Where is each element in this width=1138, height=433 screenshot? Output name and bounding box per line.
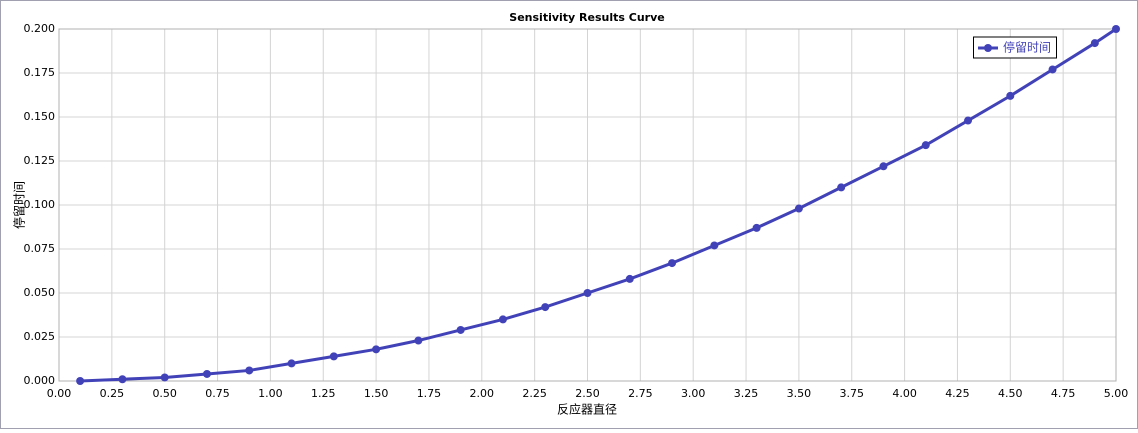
x-tick-label: 1.50 <box>364 387 389 400</box>
data-point <box>76 377 85 385</box>
x-tick-label: 0.25 <box>100 387 125 400</box>
data-point <box>456 325 465 334</box>
x-tick-label: 1.25 <box>311 387 336 400</box>
x-tick-label: 0.00 <box>47 387 72 400</box>
data-point <box>964 116 973 125</box>
x-tick-label: 1.00 <box>258 387 283 400</box>
x-tick-label: 4.25 <box>945 387 970 400</box>
data-point <box>668 259 677 268</box>
data-point <box>1112 25 1120 33</box>
x-tick-label: 2.50 <box>575 387 600 400</box>
x-tick-label: 4.50 <box>998 387 1023 400</box>
y-tick-label: 0.025 <box>24 330 56 343</box>
data-point <box>794 204 803 213</box>
y-tick-label: 0.100 <box>24 198 56 211</box>
chart-title: Sensitivity Results Curve <box>509 11 664 24</box>
x-tick-label: 0.50 <box>152 387 177 400</box>
data-point <box>541 303 550 312</box>
y-tick-label: 0.200 <box>24 22 56 35</box>
y-axis-label: 停留时间 <box>12 181 27 229</box>
data-point <box>202 369 211 378</box>
legend-marker <box>984 44 992 52</box>
y-tick-label: 0.150 <box>24 110 56 123</box>
y-tick-label: 0.000 <box>24 374 56 387</box>
data-point <box>752 223 761 232</box>
data-point <box>287 359 296 368</box>
y-tick-label: 0.175 <box>24 66 56 79</box>
x-tick-label: 3.75 <box>840 387 865 400</box>
data-point <box>118 375 127 384</box>
x-tick-label: 2.00 <box>470 387 495 400</box>
data-point <box>1090 39 1099 48</box>
x-tick-label: 3.25 <box>734 387 759 400</box>
legend-label: 停留时间 <box>1003 40 1051 55</box>
x-tick-label: 5.00 <box>1104 387 1129 400</box>
series-line <box>80 27 1117 383</box>
legend-box <box>973 36 1057 59</box>
data-point <box>329 352 338 361</box>
plot-border <box>58 28 1117 382</box>
data-point <box>1006 91 1015 100</box>
x-tick-label: 4.75 <box>1051 387 1076 400</box>
x-tick-label: 3.50 <box>787 387 812 400</box>
data-point <box>879 162 888 171</box>
data-point <box>414 336 423 345</box>
data-point <box>498 315 507 324</box>
data-point <box>160 373 169 382</box>
y-tick-label: 0.125 <box>24 154 56 167</box>
data-point <box>837 183 846 192</box>
x-tick-label: 2.25 <box>522 387 547 400</box>
x-tick-label: 3.00 <box>681 387 706 400</box>
data-point <box>1048 65 1057 74</box>
x-tick-label: 4.00 <box>892 387 917 400</box>
x-tick-label: 2.75 <box>628 387 653 400</box>
y-tick-label: 0.075 <box>24 242 56 255</box>
data-point <box>625 274 634 283</box>
data-point <box>245 366 254 375</box>
x-tick-label: 1.75 <box>417 387 442 400</box>
data-point <box>583 289 592 297</box>
y-tick-label: 0.050 <box>24 286 56 299</box>
data-point <box>921 141 930 150</box>
data-point <box>710 241 719 250</box>
x-axis-label: 反应器直径 <box>557 402 617 417</box>
x-tick-label: 0.75 <box>205 387 230 400</box>
data-point <box>372 345 381 354</box>
